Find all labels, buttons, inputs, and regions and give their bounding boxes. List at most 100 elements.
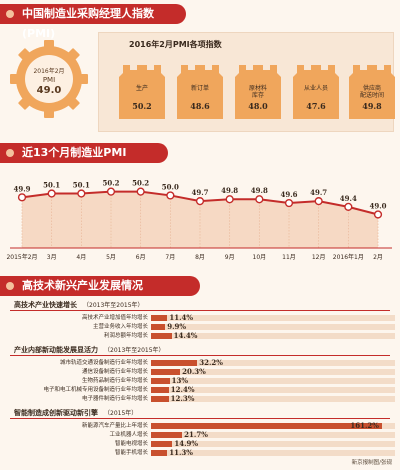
hightech-section-header: 高技术新兴产业发展情况: [0, 276, 200, 296]
sub-index-label: 原材料 库存: [248, 85, 267, 99]
credit-line: 新京报制图/张砚: [351, 460, 392, 466]
pmi-trend-chart: 49.9 2015年2月 50.1 3月 50.1 4月 50.2 5月 50.2 6月 50.0 7…: [0, 166, 400, 272]
group-divider: [10, 418, 390, 419]
group-divider: [10, 355, 390, 356]
trend-data-label: 49.7: [310, 188, 327, 197]
bar-value: 21.7%: [184, 430, 208, 439]
bar-fill: [151, 369, 181, 375]
trend-x-tick: 6月: [136, 254, 146, 261]
trend-point: [284, 198, 294, 208]
trend-x-tick: 8月: [195, 254, 205, 261]
bar-row: 电子器件制造行业年均增长 12.3%: [0, 395, 400, 403]
group-title: 高技术产业快速增长 （2013年至2015年）: [14, 300, 144, 310]
sub-index-label: 生产: [135, 85, 148, 92]
bar-track: [151, 441, 395, 447]
trend-point: [77, 189, 86, 198]
trend-point: [373, 210, 383, 219]
bar-value: 14.4%: [173, 331, 198, 340]
bar-track: [151, 450, 395, 456]
group-title-text: 智能制造成创新驱动新引擎: [14, 409, 98, 417]
trend-point: [225, 195, 234, 204]
bar-row: 通信设备制造行业年均增长 20.3%: [0, 368, 400, 376]
trend-data-label: 49.4: [340, 194, 357, 203]
gear-pmi-value: 49.0: [36, 85, 62, 96]
trend-point: [136, 187, 145, 196]
group-unit: （2013年至2015年）: [104, 347, 165, 354]
bar-row: 新能源汽车产量比上年增长 161.2%: [0, 422, 400, 430]
bar-label: 智能手机增长: [114, 450, 148, 456]
group-title-text: 高技术产业快速增长: [14, 301, 77, 309]
sub-index-tower: 原材料 库存 48.0: [235, 63, 281, 119]
bar-value: 12.3%: [170, 394, 195, 403]
bar-track: [151, 378, 395, 384]
bar-label: 智能电视增长: [114, 441, 148, 447]
bar-track: [151, 360, 395, 366]
bar-row: 利润总额年均增长 14.4%: [0, 332, 400, 340]
sub-index-value: 48.0: [248, 101, 268, 111]
group-unit: （2015年）: [104, 410, 138, 417]
sub-index-tower: 供应商 配送时间 49.8: [349, 63, 395, 119]
sub-index-panel: 2016年2月PMI各项指数 生产 50.2 新订单 48.6 原材料 库存 48.0 从业…: [98, 32, 395, 132]
bar-value: 13%: [171, 376, 189, 385]
bar-track: [151, 432, 395, 438]
trend-point: [344, 202, 353, 211]
trend-point: [314, 197, 323, 206]
trend-x-tick: 2015年2月: [6, 253, 37, 261]
group-unit: （2013年至2015年）: [83, 302, 144, 309]
bar-label: 主营业务收入年均增长: [92, 324, 148, 330]
trend-point: [47, 189, 56, 198]
bar-fill: [151, 360, 198, 366]
trend-x-tick: 5月: [106, 254, 116, 261]
bar-row: 智能电视增长 14.9%: [0, 440, 400, 448]
sub-index-value: 47.6: [306, 101, 326, 111]
bar-track: [151, 387, 395, 393]
bar-label: 新能源汽车产量比上年增长: [81, 423, 148, 429]
gear-badge: 2016年2月 PMI 49.0: [8, 38, 90, 120]
trend-data-label: 50.0: [162, 182, 179, 191]
bar-value: 20.3%: [182, 367, 206, 376]
trend-data-label: 49.8: [221, 186, 238, 195]
trend-data-label: 49.7: [191, 188, 208, 197]
bar-label: 利润总额年均增长: [103, 333, 148, 339]
bar-value: 32.2%: [199, 358, 223, 367]
trend-point: [17, 193, 27, 202]
hightech-section: 高技术产业快速增长 （2013年至2015年） 高技术产业增加值年均增长 11.4% 主…: [0, 298, 400, 470]
gear-pmi-label: PMI: [42, 76, 56, 84]
bar-value: 11.4%: [169, 313, 194, 322]
bar-fill: [151, 324, 166, 330]
trend-chart-svg: 49.9 2015年2月 50.1 3月 50.1 4月 50.2 5月 50.2 6月 50.0 7…: [6, 179, 392, 261]
bar-fill: [151, 441, 173, 447]
group-title-text: 产业内部新动能发展显活力: [14, 346, 98, 354]
bar-value: 12.4%: [170, 385, 195, 394]
bar-fill: [151, 387, 169, 393]
trend-x-tick: 11月: [282, 254, 296, 261]
bar-track: [151, 396, 395, 402]
sub-index-value: 50.2: [132, 101, 152, 111]
trend-point: [166, 191, 175, 200]
trend-data-label: 49.8: [251, 186, 268, 195]
sub-index-title: 2016年2月PMI各项指数: [129, 40, 222, 49]
sub-index-tower: 新订单 48.6: [177, 63, 223, 119]
bar-fill: [151, 333, 172, 339]
bar-fill: [151, 450, 168, 456]
bar-row: 城市轨道交通设备制造行业年均增长 32.2%: [0, 359, 400, 367]
group-title: 智能制造成创新驱动新引擎 （2015年）: [14, 408, 137, 418]
sub-index-value: 49.8: [362, 101, 382, 111]
trend-x-tick: 4月: [76, 254, 86, 261]
trend-point: [255, 195, 264, 204]
bar-track: [151, 369, 395, 375]
trend-data-label: 50.1: [73, 181, 90, 190]
trend-data-label: 49.0: [369, 201, 386, 210]
group-title: 产业内部新动能发展显活力 （2013年至2015年）: [14, 345, 165, 355]
trend-section-header: 近13个月制造业PMI: [0, 143, 168, 163]
bar-row: 生物药品制造行业年均增长 13%: [0, 377, 400, 385]
bar-label: 高技术产业增加值年均增长: [81, 315, 148, 321]
bar-row: 智能手机增长 11.3%: [0, 449, 400, 457]
gear-icon: [10, 40, 88, 118]
sub-index-tower: 生产 50.2: [119, 63, 165, 119]
trend-x-tick: 9月: [225, 254, 235, 261]
trend-data-label: 50.2: [132, 179, 149, 188]
bar-label: 通信设备制造行业年均增长: [81, 369, 148, 375]
bar-track: [151, 315, 395, 321]
bar-label: 电子和电工机械专用设备制造行业年均增长: [43, 387, 148, 393]
